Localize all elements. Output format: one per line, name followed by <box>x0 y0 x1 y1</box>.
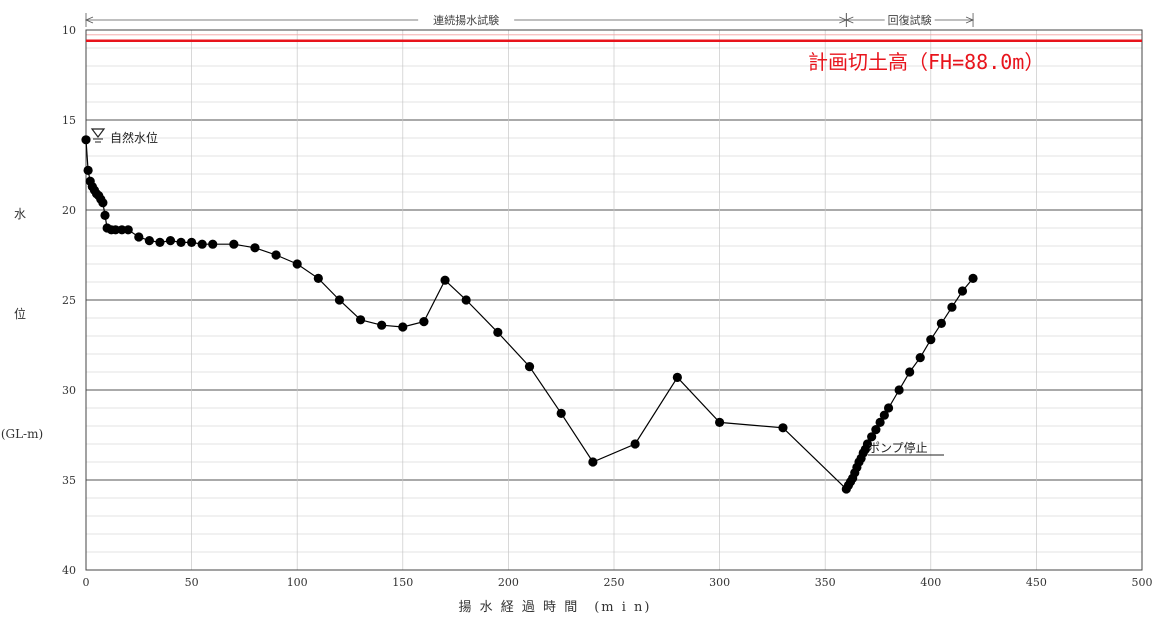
data-point <box>313 273 323 283</box>
x-tick-label: 150 <box>392 576 413 589</box>
phase-brackets <box>84 12 975 27</box>
x-tick-label: 0 <box>83 576 90 589</box>
data-point <box>875 417 885 427</box>
data-point <box>883 403 894 413</box>
data-point <box>155 237 165 247</box>
data-point <box>778 423 788 433</box>
x-tick-label: 50 <box>185 576 199 589</box>
y-axis-label-part-1: 水 <box>14 207 26 221</box>
data-point <box>144 236 154 246</box>
x-axis-label: 揚 水 経 過 時 間 (m i n) <box>459 599 652 615</box>
data-point <box>292 259 302 269</box>
data-point <box>98 198 108 208</box>
plan-cut-label: 計画切土高（FH=88.0m） <box>808 50 1044 74</box>
phase-label-bg <box>418 12 515 27</box>
y-tick-label: 25 <box>62 294 76 307</box>
data-point <box>461 295 471 305</box>
series-points <box>81 135 978 494</box>
data-point <box>110 225 121 235</box>
data-point <box>493 327 503 337</box>
x-tick-label: 200 <box>498 576 519 589</box>
phase-label-bg <box>884 12 935 27</box>
y-tick-label: 10 <box>62 24 76 37</box>
data-point <box>957 286 968 296</box>
data-point <box>176 237 186 247</box>
y-axis-label-part-3: (GL-m) <box>1 427 43 441</box>
data-point <box>187 237 197 247</box>
data-point <box>871 425 881 435</box>
data-point <box>271 250 281 260</box>
data-point <box>208 239 218 249</box>
data-point <box>915 353 925 363</box>
x-tick-label: 300 <box>709 576 730 589</box>
data-point <box>947 302 957 312</box>
grid <box>85 29 1143 571</box>
phase-arrow-left <box>84 16 94 24</box>
data-point <box>250 243 260 253</box>
data-point <box>862 439 873 449</box>
y-tick-label: 35 <box>62 474 76 487</box>
data-point <box>117 225 127 235</box>
x-tick-label: 450 <box>1026 576 1047 589</box>
data-point <box>334 295 345 305</box>
data-point <box>926 335 936 345</box>
y-tick-label: 30 <box>62 384 76 397</box>
y-tick-label: 15 <box>62 114 76 127</box>
data-point <box>165 236 176 246</box>
phase-arrow-left <box>845 16 854 24</box>
data-point <box>398 322 408 332</box>
data-point <box>229 239 239 249</box>
data-point <box>968 273 978 283</box>
data-point <box>905 367 915 377</box>
y-tick-label: 40 <box>62 564 76 577</box>
natural-level-icon <box>90 128 106 143</box>
plot-frame <box>85 29 1143 571</box>
data-point <box>556 408 566 418</box>
data-point <box>867 432 877 442</box>
data-point <box>123 225 133 235</box>
y-tick-labels: 10 15 20 25 30 35 40 <box>62 24 76 577</box>
x-tick-label: 500 <box>1132 576 1153 589</box>
phase-label-continuous: 連続揚水試験 <box>433 13 499 27</box>
data-point <box>81 135 91 145</box>
data-point <box>197 239 207 249</box>
data-point <box>524 362 535 372</box>
y-axis-label-part-2: 位 <box>14 306 26 321</box>
data-point <box>100 210 110 220</box>
natural-level-label: 自然水位 <box>110 130 158 145</box>
y-tick-label: 20 <box>62 204 76 217</box>
data-point <box>588 457 598 467</box>
pump-stop-label: ポンプ停止 <box>868 440 928 455</box>
x-tick-labels: 0 50 100 150 200 250 300 350 400 450 500 <box>83 576 1153 589</box>
phase-arrow-right <box>965 16 975 24</box>
phase-label-recovery: 回復試験 <box>888 13 932 27</box>
data-point <box>936 318 946 328</box>
data-point <box>419 317 429 327</box>
data-point <box>440 275 450 285</box>
data-point <box>377 320 387 330</box>
data-point <box>672 372 682 382</box>
data-point <box>715 417 725 427</box>
data-point <box>630 439 640 449</box>
data-point <box>355 315 366 325</box>
data-point <box>894 385 904 395</box>
data-point <box>83 165 93 175</box>
data-point <box>879 410 889 420</box>
data-point <box>134 232 144 242</box>
x-tick-label: 250 <box>604 576 625 589</box>
x-tick-label: 100 <box>287 576 308 589</box>
x-tick-label: 350 <box>815 576 836 589</box>
x-tick-label: 400 <box>920 576 941 589</box>
